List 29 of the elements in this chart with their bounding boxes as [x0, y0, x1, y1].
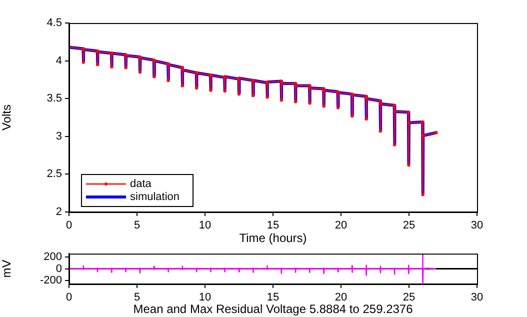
- x-tick-label: 30: [470, 220, 484, 232]
- x-tick-label: 10: [198, 220, 212, 232]
- y-tick-label: 3.5: [46, 92, 62, 105]
- y-tick-label: 200: [44, 251, 62, 264]
- x-tick-label: 30: [470, 292, 484, 304]
- y-tick-label: 4.5: [46, 17, 62, 30]
- x-tick-label: 0: [66, 292, 72, 304]
- legend-label: data: [130, 178, 152, 190]
- y-tick-label: 3: [56, 130, 62, 142]
- y-tick-label: 0: [56, 262, 62, 275]
- x-tick-label: 25: [402, 220, 416, 232]
- x-tick-label: 25: [402, 292, 416, 304]
- x-tick-label: 10: [198, 292, 212, 304]
- x-tick-label: 20: [334, 292, 348, 304]
- y-axis-title: mV: [0, 260, 14, 278]
- y-axis-title: Volts: [0, 104, 14, 131]
- y-tick-label: 2.5: [46, 168, 62, 180]
- x-axis-title: Time (hours): [239, 231, 307, 246]
- x-tick-label: 0: [66, 220, 72, 232]
- y-tick-label: 4: [56, 54, 62, 67]
- y-tick-label: -200: [40, 274, 62, 287]
- x-tick-label: 20: [334, 220, 348, 232]
- x-axis-title: Mean and Max Residual Voltage 5.8884 to 259.2376: [133, 302, 414, 316]
- x-tick-label: 15: [266, 220, 280, 232]
- legend-label: simulation: [130, 191, 180, 204]
- x-tick-label: 5: [134, 292, 140, 304]
- y-tick-label: 2: [56, 206, 62, 218]
- x-tick-label: 15: [266, 292, 280, 304]
- x-tick-label: 5: [134, 220, 140, 232]
